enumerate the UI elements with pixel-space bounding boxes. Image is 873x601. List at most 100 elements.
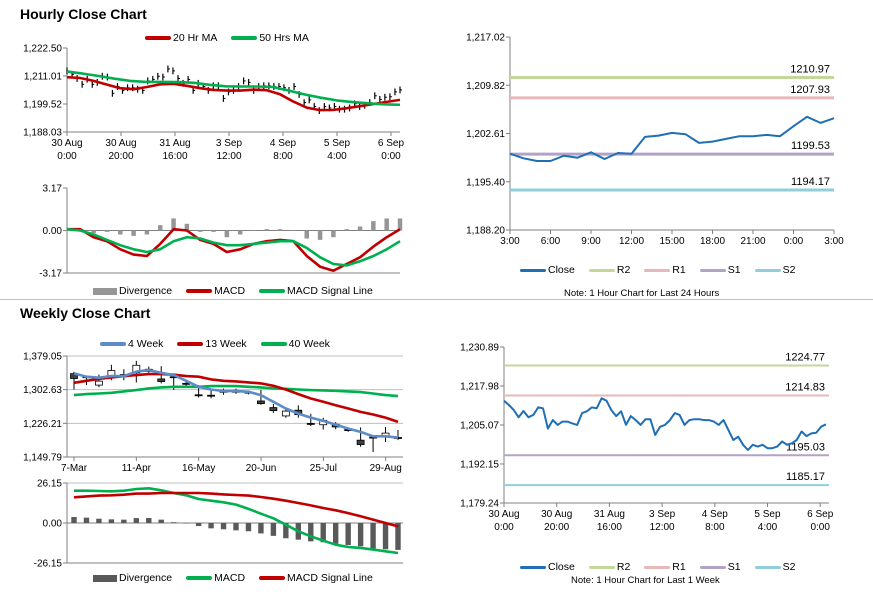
legend-swatch <box>186 289 213 293</box>
divergence-bar <box>96 518 102 523</box>
legend-item: 20 Hr MA <box>145 32 217 44</box>
divergence-bar <box>184 223 190 231</box>
divergence-bar <box>308 523 314 542</box>
x-tick-label: 11-Apr <box>122 463 152 474</box>
x-tick-label: 6 Sep 0:00 <box>378 138 405 162</box>
candle-body <box>356 439 365 445</box>
weekly-price-chart: 1,149.79 1,226.21 1,302.63 1,379.05 7-Mar 11-… <box>23 352 403 474</box>
divergence-bar <box>320 523 326 543</box>
x-tick-label-line: 4 Sep <box>270 138 297 149</box>
series-20-hr-ma <box>66 75 401 112</box>
x-tick-label: 12:00 <box>619 236 644 247</box>
x-tick-label-line: 9:00 <box>581 236 601 247</box>
x-tick-label-line: 6 Sep <box>807 509 834 520</box>
divergence-bar <box>158 519 164 523</box>
legend-item: 13 Week <box>177 338 247 350</box>
x-tick-label: 25-Jul <box>310 463 337 474</box>
divergence-bar <box>195 523 202 527</box>
divergence-bar <box>371 221 376 231</box>
legend-label: 50 Hrs MA <box>259 32 309 44</box>
weekly-macd-legend: Divergence MACD MACD Signal Line <box>93 572 373 584</box>
section-divider <box>0 299 873 300</box>
divergence-bar <box>133 518 140 523</box>
legend-label: MACD <box>214 285 246 297</box>
divergence-bar <box>344 229 349 231</box>
series-divergence <box>71 517 401 550</box>
divergence-bar <box>345 523 351 546</box>
divergence-bar <box>382 523 389 550</box>
x-tick-label: 18:00 <box>700 236 725 247</box>
divergence-bar <box>144 230 150 235</box>
y-tick-label: 1,217.98 <box>460 382 499 393</box>
divergence-bar <box>237 230 243 235</box>
divergence-bar <box>170 522 177 523</box>
legend-swatch <box>100 342 126 346</box>
x-tick-label: 30 Aug 20:00 <box>105 138 136 162</box>
x-tick-label-line: 20:00 <box>108 151 133 162</box>
pivot-24h-legend: Close R2 R1 S1 S2 <box>520 264 795 276</box>
series-line <box>66 75 401 112</box>
x-tick-label-line: 16:00 <box>162 151 187 162</box>
x-tick-label: 3:00 <box>824 236 844 247</box>
legend-item: MACD Signal Line <box>259 572 373 584</box>
candle-body <box>207 394 215 397</box>
y-tick-label: 1,222.50 <box>23 44 62 55</box>
y-tick-label: 1,230.89 <box>460 343 499 354</box>
pivot-1w-chart: 1,179.24 1,192.15 1,205.07 1,217.98 1,230.89… <box>460 343 834 534</box>
divergence-bar <box>157 225 163 231</box>
legend-item: Divergence <box>93 572 172 584</box>
legend-item: Close <box>520 561 575 573</box>
divergence-bar <box>233 523 239 531</box>
weekly-macd-chart: -26.15 0.00 26.15 <box>34 479 403 570</box>
x-tick-label-line: 5 Sep <box>754 509 781 520</box>
pivot-label: 1195.03 <box>786 441 825 453</box>
legend-swatch <box>145 36 171 40</box>
y-tick-label: 1,211.01 <box>24 72 63 83</box>
x-tick-label-line: 7-Mar <box>61 463 88 474</box>
legend-item: S2 <box>754 264 795 276</box>
x-tick-label: 31 Aug 16:00 <box>159 138 190 162</box>
divergence-bar <box>108 519 115 523</box>
legend-label: S1 <box>727 264 741 276</box>
series-line <box>66 227 401 267</box>
x-tick-label: 5 Sep 4:00 <box>324 138 351 162</box>
legend-label: 40 Week <box>288 338 330 350</box>
x-tick-label: 7-Mar <box>61 463 88 474</box>
divergence-bar <box>283 523 289 539</box>
pivot-label: 1199.53 <box>791 140 830 152</box>
x-tick-label: 6:00 <box>541 236 561 247</box>
x-tick-label-line: 20:00 <box>544 522 569 533</box>
x-tick-label: 29-Aug <box>370 463 402 474</box>
legend-item: S1 <box>699 264 741 276</box>
divergence-bar <box>64 230 70 231</box>
series-macd-signal-line <box>73 491 399 528</box>
legend-swatch <box>231 36 258 40</box>
pivot-label: 1214.83 <box>785 382 825 394</box>
series-divergence <box>64 218 403 240</box>
divergence-bar <box>251 230 256 231</box>
legend-swatch <box>93 574 117 582</box>
x-tick-label: 20-Jun <box>246 463 277 474</box>
series-candles <box>70 360 402 453</box>
y-tick-label: 1,379.05 <box>23 352 62 363</box>
y-tick-label: 1,199.52 <box>23 100 62 111</box>
y-tick-label: 1,192.15 <box>460 460 499 471</box>
legend-swatch <box>260 342 287 346</box>
hourly-price-chart: 1,188.03 1,199.52 1,211.01 1,222.50 30 Aug 0:… <box>23 44 404 163</box>
series-r2: 1210.97 <box>510 64 834 80</box>
series-4-week <box>73 368 399 439</box>
legend-label: Close <box>548 264 575 276</box>
legend-swatch <box>520 565 546 569</box>
legend-swatch <box>177 342 204 346</box>
candle-body <box>269 407 278 412</box>
x-tick-label-line: 4 Sep <box>702 509 729 520</box>
hourly-macd-chart: -3.17 0.00 3.17 <box>39 184 403 280</box>
y-tick-label: -26.15 <box>34 559 63 570</box>
divergence-bar <box>331 230 336 238</box>
legend-label: Divergence <box>119 285 173 297</box>
divergence-bar <box>146 517 152 523</box>
divergence-bar <box>395 523 401 550</box>
series-line <box>73 384 399 398</box>
series-13-week <box>73 372 399 424</box>
divergence-bar <box>317 230 323 240</box>
